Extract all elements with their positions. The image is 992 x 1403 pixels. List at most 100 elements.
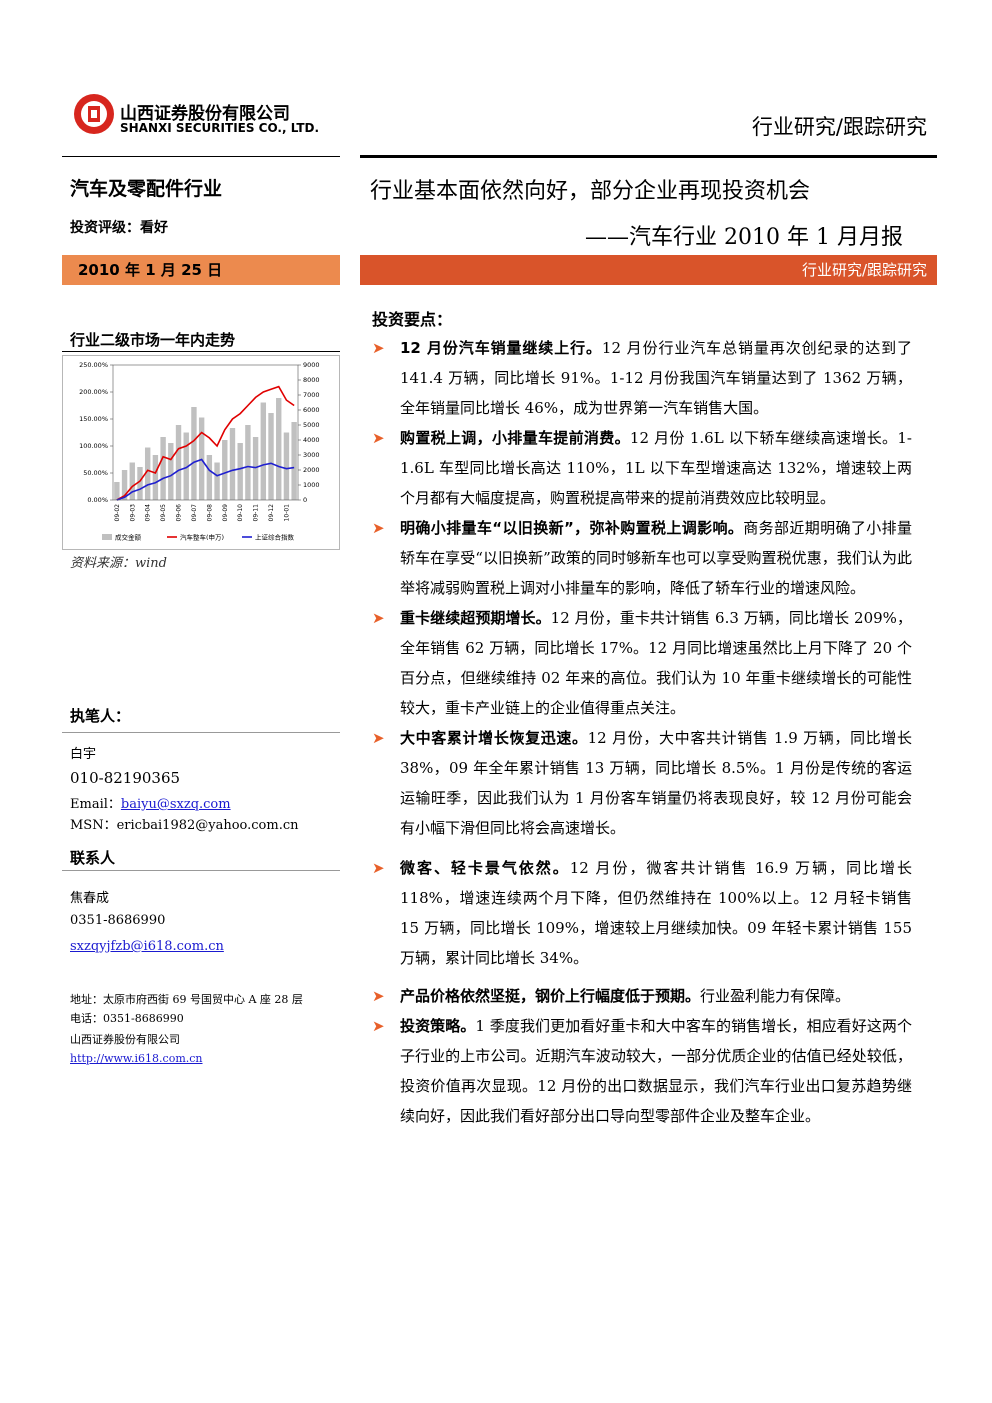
address: 地址：太原市府西街 69 号国贸中心 A 座 28 层 [70,993,303,1006]
y-tick-label: 50.00% [83,469,108,477]
point-lead: 12 月份汽车销量继续上行。 [400,339,602,357]
volume-bar [160,437,166,500]
volume-bar [214,462,220,500]
bullet-arrow: ➤ [372,987,385,1005]
y2-tick-label: 7000 [303,391,320,399]
company: 山西证券股份有限公司 [70,1033,180,1046]
volume-bar [114,482,120,500]
volume-bar [137,467,143,500]
volume-bar [252,437,259,500]
bullet-arrow: ➤ [372,609,385,627]
rule [62,732,340,733]
author-phone: 010-82190365 [70,769,181,787]
volume-bar [237,443,243,500]
url[interactable]: http://www.i618.com.cn [70,1052,203,1065]
rule [62,351,340,352]
volume-bar [222,440,228,500]
volume-bar [168,443,174,500]
key-point: ➤ 重卡继续超预期增长。12 月份，重卡共计销售 6.3 万辆，同比增长 209%… [372,603,912,723]
chart: 0.00% 50.00% 100.00% 150.00% 200.00% 250.00% 0… [62,355,340,550]
x-tick-label: 09-02 [114,504,121,522]
volume-bar [183,432,189,500]
point-text: 12 月份，重卡共计销售 6.3 万辆，同比增长 209%，全年销售 62 万辆… [400,609,912,717]
x-tick-label: 09-04 [145,504,152,522]
email-link[interactable]: baiyu@sxzq.com [120,797,231,812]
y2-tick-label: 3000 [303,451,320,459]
key-point: ➤ 购置税上调，小排量车提前消费。12 月份 1.6L 以下轿车继续高速增长。1-… [372,423,912,513]
author-msn: MSN：ericbai1982@yahoo.com.cn [70,818,299,833]
index-line [116,458,295,501]
y-tick-label: 0.00% [87,496,108,504]
volume-bar [191,407,197,500]
volume-bar [291,422,297,500]
y-tick-label: 150.00% [79,415,108,423]
source: 资料来源：wind [70,556,167,571]
key-point: ➤ 12 月份汽车销量继续上行。12 月份行业汽车总销量再次创纪录的达到了 141… [372,333,912,423]
index-line [116,385,295,501]
rating: 投资评级：看好 [70,220,168,236]
y-tick-label: 100.00% [79,442,108,450]
x-tick-label: 09-03 [129,504,136,522]
author-email: Email：baiyu@sxzq.com [70,793,231,812]
x-tick-label: 10-01 [283,504,290,522]
key-point: ➤ 明确小排量车“以旧换新”，弥补购置税上调影响。商务部近期明确了小排量轿车在享受… [372,513,912,603]
point-lead: 产品价格依然坚挺，钢价上行幅度低于预期。 [400,987,701,1005]
y2-tick-label: 8000 [303,376,320,384]
y2-tick-label: 9000 [303,361,320,369]
author: 白宇 [70,747,97,762]
bullet-arrow: ➤ [372,1017,385,1035]
rule [360,155,937,158]
report-type: 行业研究/跟踪研究 [751,115,927,139]
tel: 电话：0351-8686990 [70,1012,184,1025]
point-lead: 重卡继续超预期增长。 [400,609,551,627]
point-lead: 微客、轻卡景气依然。 [400,859,570,877]
company-en: SHANXI SECURITIES CO., LTD. [120,121,320,135]
volume-bar [260,402,267,500]
y-tick-label: 200.00% [79,388,108,396]
rule [62,156,340,157]
key-point: ➤ 产品价格依然坚挺，钢价上行幅度低于预期。行业盈利能力有保障。 [372,981,912,1011]
report-banner: 行业研究/跟踪研究 [360,255,937,285]
bullet-arrow: ➤ [372,859,385,877]
contact-email[interactable]: sxzqyjfzb@i618.com.cn [70,939,224,954]
company-cn: 山西证券股份有限公司 [120,104,290,124]
point-lead: 明确小排量车“以旧换新”，弥补购置税上调影响。 [400,519,744,537]
volume-bar [229,428,236,500]
x-tick-label: 09-11 [253,504,260,522]
x-tick-label: 09-09 [222,504,229,522]
industry: 汽车及零配件行业 [70,178,223,200]
points: ➤ 12 月份汽车销量继续上行。12 月份行业汽车总销量再次创纪录的达到了 141… [372,333,912,1131]
volume-bar [144,447,151,500]
x-tick-label: 09-12 [268,504,275,522]
x-tick-label: 09-06 [176,504,183,522]
volume-bar [268,413,274,500]
x-tick-label: 09-08 [206,504,213,522]
y2-tick-label: 6000 [303,406,320,414]
key-point: ➤ 大中客累计增长恢复迅速。12 月份，大中客共计销售 1.9 万辆，同比增长 3… [372,723,912,843]
volume-bar [175,425,182,500]
legend-swatch [102,534,112,540]
plot-frame [112,364,299,501]
subtitle: ——汽车行业 2010 年 1 月月报 [585,225,903,250]
point-text: 1 季度我们更加看好重卡和大中客车的销售增长，相应看好这两个子行业的上市公司。近… [400,1017,912,1125]
legend-label: 上证综合指数 [255,533,295,542]
date-banner: 2010 年 1 月 25 日 [62,255,340,285]
volume-bar [245,425,251,500]
legend-label: 成交金额 [115,533,142,542]
volume-bar [129,462,135,500]
volume-bar [152,455,159,500]
volume-bar [206,455,213,500]
legend-label: 汽车整车(申万) [180,533,224,542]
rule [62,870,340,871]
logo [74,94,114,134]
y2-tick-label: 4000 [303,436,320,444]
author-heading: 执笔人： [70,707,131,725]
email-label: Email： [70,797,121,812]
bullet-arrow: ➤ [372,339,385,357]
contact-heading: 联系人 [70,849,116,867]
point-text: 12 月份 1.6L 以下轿车继续高速增长。1-1.6L 车型同比增长高达 11… [400,429,912,507]
key-point: ➤ 微客、轻卡景气依然。12 月份，微客共计销售 16.9 万辆，同比增长 118… [372,853,912,973]
point-text: 商务部近期明确了小排量轿车在享受“以旧换新”政策的同时够新车也可以享受购置税优惠… [400,519,912,597]
y2-tick-label: 0 [303,496,307,504]
